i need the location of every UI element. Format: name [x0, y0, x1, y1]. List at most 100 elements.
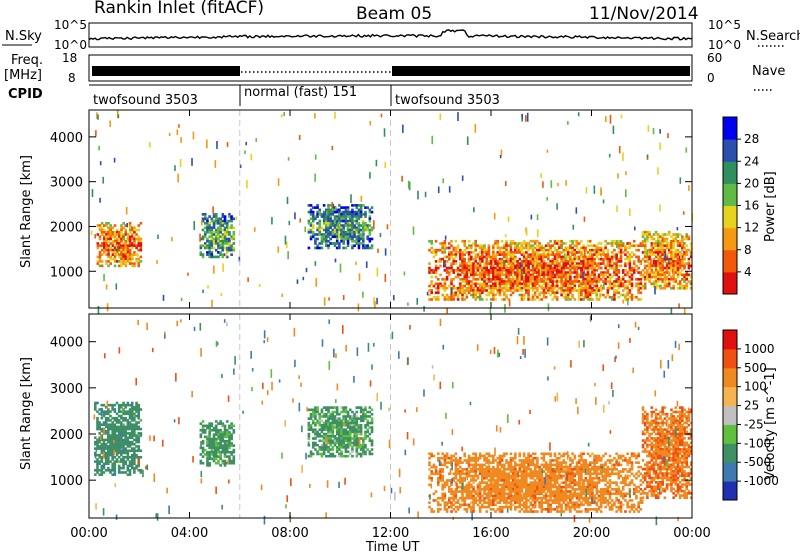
data-cell [436, 470, 440, 473]
data-speckle [350, 194, 352, 203]
data-cell [122, 248, 125, 252]
data-cell [434, 468, 438, 471]
data-cell [448, 271, 451, 274]
data-cell [128, 455, 132, 459]
data-cell [555, 284, 559, 288]
data-cell [357, 430, 361, 434]
data-cell [124, 460, 127, 463]
data-cell [364, 423, 367, 427]
data-cell [333, 235, 337, 239]
data-cell [472, 282, 475, 286]
data-cell [503, 293, 506, 297]
data-cell [103, 244, 106, 248]
data-cell [538, 277, 541, 281]
data-cell [135, 403, 138, 407]
data-speckle [214, 160, 217, 168]
data-cell [558, 239, 561, 243]
data-cell [126, 410, 130, 413]
data-cell [329, 421, 332, 425]
data-cell [111, 464, 114, 468]
data-cell [555, 275, 559, 279]
data-cell [472, 275, 475, 279]
data-cell [225, 246, 229, 250]
data-cell [500, 271, 504, 274]
data-cell [445, 266, 449, 270]
data-cell [637, 248, 640, 252]
data-cell [325, 415, 328, 418]
data-cell [327, 406, 330, 409]
data-cell [566, 260, 570, 263]
data-cell [580, 271, 583, 274]
data-cell [610, 264, 614, 268]
data-cell [100, 221, 104, 225]
data-cell [505, 257, 508, 261]
data-cell [338, 423, 341, 427]
data-cell [588, 253, 592, 256]
data-cell [320, 233, 324, 236]
data-cell [316, 450, 319, 454]
data-cell [452, 490, 456, 493]
data-cell [359, 224, 363, 227]
data-cell [540, 248, 544, 252]
data-cell [591, 273, 594, 277]
data-cell [564, 255, 568, 259]
data-cell [487, 461, 491, 464]
data-cell [560, 282, 563, 286]
data-cell [436, 277, 440, 281]
data-cell [206, 221, 209, 225]
nsearch-tick-bottom: 10^0 [708, 38, 741, 52]
data-cell [331, 412, 335, 416]
data-cell [107, 425, 110, 429]
data-cell [569, 266, 572, 270]
data-cell [527, 260, 530, 263]
data-cell [551, 289, 555, 292]
data-cell [314, 441, 317, 445]
data-cell [359, 237, 363, 241]
data-cell [604, 244, 607, 248]
data-cell [489, 490, 493, 493]
data-cell [667, 280, 671, 283]
data-cell [199, 453, 203, 456]
data-cell [428, 474, 431, 478]
data-cell [516, 260, 519, 263]
data-cell [617, 282, 621, 286]
data-cell [657, 269, 660, 272]
data-cell [584, 286, 588, 290]
data-cell [105, 237, 108, 241]
data-cell [348, 215, 352, 218]
data-cell [470, 476, 473, 480]
data-cell [586, 298, 590, 301]
data-cell [203, 244, 207, 248]
data-cell [113, 425, 117, 429]
data-cell [111, 248, 115, 252]
data-cell [606, 264, 610, 268]
data-cell [329, 204, 332, 207]
data-cell [210, 235, 214, 239]
data-cell [536, 260, 539, 263]
data-cell [230, 461, 233, 465]
data-cell [94, 451, 97, 455]
data-cell [344, 421, 348, 425]
data-speckle [156, 260, 158, 264]
data-cell [533, 242, 537, 245]
data-cell [472, 485, 475, 489]
data-cell [507, 474, 511, 478]
data-cell [342, 217, 346, 221]
data-cell [366, 419, 369, 423]
data-cell [346, 443, 350, 447]
data-cell [542, 291, 546, 295]
data-cell [370, 210, 374, 214]
data-cell [467, 269, 471, 272]
data-cell [98, 412, 101, 416]
data-cell [560, 251, 563, 254]
data-cell [505, 295, 508, 299]
data-cell [503, 496, 506, 500]
data-cell [566, 253, 570, 256]
data-cell [230, 253, 233, 256]
data-cell [344, 423, 348, 427]
data-cell [555, 298, 559, 301]
data-cell [434, 298, 438, 301]
data-cell [474, 273, 478, 277]
data-cell [357, 226, 361, 230]
